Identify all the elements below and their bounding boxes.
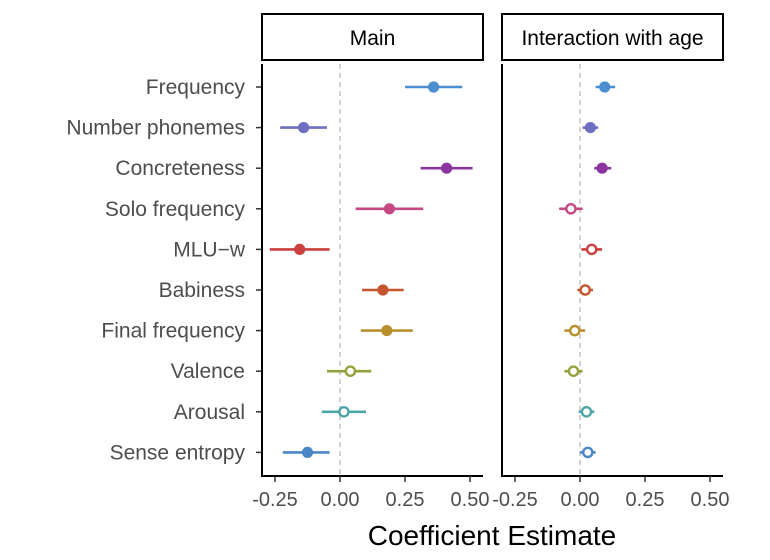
estimate-point <box>294 243 306 255</box>
estimate-point <box>582 446 594 459</box>
estimate-point <box>383 203 395 215</box>
category-label: MLU−w <box>173 238 246 261</box>
category-label: Valence <box>171 360 245 383</box>
facet-strip <box>501 13 724 61</box>
x-tick-label: 0.50 <box>691 489 730 511</box>
category-label: Arousal <box>174 401 245 424</box>
category-label: Frequency <box>146 76 246 99</box>
estimate-point <box>580 405 593 418</box>
category-label: Babiness <box>159 279 245 302</box>
facet-strip-label: Main <box>350 27 396 50</box>
category-label: Number phonemes <box>66 117 245 140</box>
estimate-point <box>599 81 611 93</box>
estimate-point <box>441 162 453 174</box>
category-label: Solo frequency <box>105 198 246 221</box>
x-tick-label: 0.00 <box>321 489 360 511</box>
estimate-point <box>298 122 310 134</box>
estimate-point <box>377 284 389 296</box>
estimate-point <box>569 324 581 337</box>
x-axis-title: Coefficient Estimate <box>368 520 617 551</box>
estimate-point <box>585 243 598 256</box>
estimate-point <box>381 325 393 337</box>
facet-strip <box>261 13 484 61</box>
estimate-point <box>579 284 592 296</box>
estimate-point <box>301 446 314 458</box>
category-label: Concreteness <box>115 157 245 180</box>
estimate-point <box>565 202 577 215</box>
estimate-point <box>428 81 440 93</box>
x-tick-label: 0.25 <box>626 489 665 511</box>
estimate-point <box>567 365 580 378</box>
x-tick-label: 0.50 <box>451 489 490 511</box>
category-label: Final frequency <box>101 320 245 343</box>
estimate-point <box>338 405 350 418</box>
estimate-point <box>344 365 357 378</box>
x-tick-label: -0.25 <box>492 489 538 511</box>
estimate-point <box>584 122 597 134</box>
x-tick-label: -0.25 <box>252 489 298 511</box>
x-tick-label: 0.25 <box>386 489 425 511</box>
category-label: Sense entropy <box>110 441 246 464</box>
estimate-point <box>596 162 608 174</box>
facet-strip-label: Interaction with age <box>521 27 703 50</box>
x-tick-label: 0.00 <box>561 489 600 511</box>
